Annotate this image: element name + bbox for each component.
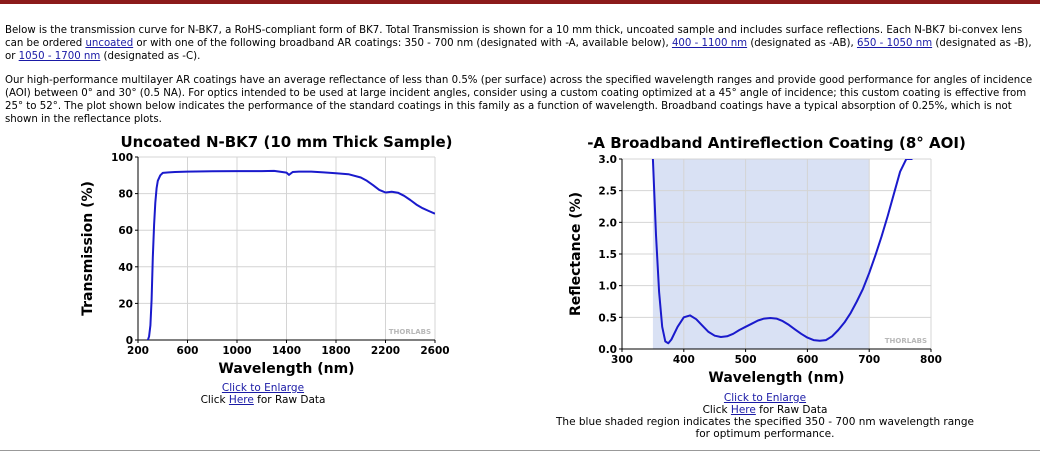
x-tick-label: 1400 xyxy=(272,345,301,357)
header-rule xyxy=(0,0,1040,4)
transmission-chart-svg: Uncoated N-BK7 (10 mm Thick Sample)200 60… xyxy=(80,133,453,377)
y-axis-label: Transmission (%) xyxy=(80,181,96,316)
y-axis-label: Reflectance (%) xyxy=(568,192,584,316)
x-axis-label: Wavelength (nm) xyxy=(708,370,844,386)
x-tick-label: 1800 xyxy=(321,345,350,357)
y-tick-label: 1.0 xyxy=(598,281,617,293)
raw-data-link[interactable]: Here xyxy=(730,404,756,416)
raw-data-suffix: for Raw Data xyxy=(253,394,326,406)
chart-title: -A Broadband Antireflection Coating (8° … xyxy=(587,134,966,152)
thorlabs-watermark: THORLABS xyxy=(885,337,927,345)
shading-caption: for optimum performance. xyxy=(695,428,835,440)
b-coating-link[interactable]: 650 - 1050 nm xyxy=(856,38,933,49)
x-tick-label: 300 xyxy=(611,354,633,366)
x-tick-label: 1000 xyxy=(222,345,251,357)
shading-caption: The blue shaded region indicates the spe… xyxy=(556,416,974,428)
raw-data-suffix: for Raw Data xyxy=(755,404,828,416)
enlarge-link[interactable]: Click to Enlarge xyxy=(221,382,305,394)
x-tick-label: 800 xyxy=(920,354,942,366)
thorlabs-watermark: THORLABS xyxy=(389,328,431,336)
chart-title: Uncoated N-BK7 (10 mm Thick Sample) xyxy=(120,133,452,151)
footer-rule xyxy=(0,450,1040,451)
x-axis-label: Wavelength (nm) xyxy=(218,361,354,377)
y-tick-label: 1.5 xyxy=(598,249,617,261)
x-tick-label: 600 xyxy=(177,345,199,357)
x-tick-label: 2600 xyxy=(420,345,449,357)
intro-text: Below is the transmission curve for N-BK… xyxy=(5,25,1023,49)
uncoated-link[interactable]: uncoated xyxy=(85,38,134,49)
y-tick-label: 80 xyxy=(118,189,133,201)
raw-data-line: Click Here for Raw Data xyxy=(163,394,363,406)
raw-data-line: Click Here for Raw Data xyxy=(555,404,975,416)
x-tick-label: 500 xyxy=(735,354,757,366)
ab-coating-link[interactable]: 400 - 1100 nm xyxy=(671,38,748,49)
c-coating-link[interactable]: 1050 - 1700 nm xyxy=(18,51,101,62)
intro-paragraph: Below is the transmission curve for N-BK… xyxy=(5,24,1035,63)
enlarge-link[interactable]: Click to Enlarge xyxy=(723,392,807,404)
series-line xyxy=(651,159,913,345)
intro-text: (designated as -C). xyxy=(100,51,201,62)
y-tick-label: 20 xyxy=(118,298,133,310)
x-tick-label: 600 xyxy=(796,354,818,366)
reflectance-chart-svg: -A Broadband Antireflection Coating (8° … xyxy=(568,134,966,386)
y-tick-label: 0.0 xyxy=(598,344,617,356)
transmission-chart[interactable]: Uncoated N-BK7 (10 mm Thick Sample) 200 60… xyxy=(70,128,470,380)
y-tick-label: 100 xyxy=(111,152,133,164)
coating-paragraph: Our high-performance multilayer AR coati… xyxy=(5,75,1033,125)
intro-text: or with one of the following broadband A… xyxy=(133,38,672,49)
intro-text: (designated as -B), or xyxy=(5,38,1032,62)
x-tick-label: 700 xyxy=(858,354,880,366)
raw-data-prefix: Click xyxy=(702,404,731,416)
raw-data-link[interactable]: Here xyxy=(228,394,254,406)
y-tick-label: 0.5 xyxy=(598,312,617,324)
reflectance-chart-links: Click to Enlarge Click Here for Raw Data… xyxy=(555,392,975,440)
y-tick-label: 2.0 xyxy=(598,217,617,229)
y-tick-label: 3.0 xyxy=(598,154,617,166)
x-tick-label: 200 xyxy=(127,345,149,357)
raw-data-prefix: Click xyxy=(200,394,229,406)
x-tick-label: 2200 xyxy=(371,345,400,357)
series-line xyxy=(146,169,435,340)
y-tick-label: 0 xyxy=(126,335,133,347)
y-tick-label: 2.5 xyxy=(598,186,617,198)
x-tick-label: 400 xyxy=(673,354,695,366)
intro-text: (designated as -AB), xyxy=(747,38,857,49)
reflectance-chart[interactable]: -A Broadband Antireflection Coating (8° … xyxy=(560,128,980,390)
y-tick-label: 40 xyxy=(118,262,133,274)
y-tick-label: 60 xyxy=(118,225,133,237)
transmission-chart-links: Click to Enlarge Click Here for Raw Data xyxy=(163,382,363,406)
